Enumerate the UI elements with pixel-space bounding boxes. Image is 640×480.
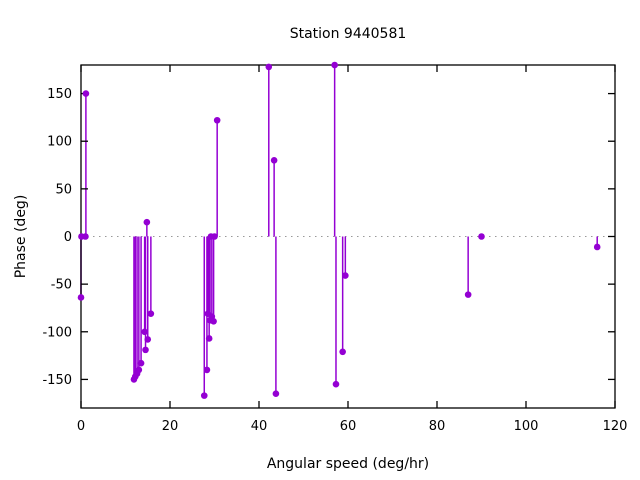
y-tick-label: 100 [47,135,72,150]
data-point [464,291,472,298]
data-point [143,218,151,226]
data-point [144,336,152,343]
data-point [272,390,280,398]
x-tick-label: 60 [340,419,357,434]
x-tick-label: 100 [514,419,539,434]
data-point [331,61,338,69]
chart-title: Station 9440581 [290,26,407,42]
y-tick-label: -100 [42,325,72,340]
data-point [211,233,218,240]
data-point [478,233,485,240]
x-tick-label: 0 [77,419,85,434]
plot-border [80,64,616,409]
y-tick-label: 0 [64,230,72,245]
x-tick-label: 80 [429,419,446,434]
y-tick-label: -50 [51,278,72,293]
data-point [342,272,349,279]
data-point [82,233,89,240]
data-point [82,90,90,97]
data-point [210,317,217,325]
y-tick-label: 150 [47,87,72,102]
y-tick-label: -150 [42,373,72,388]
data-point [147,310,155,317]
data-point [205,335,213,342]
data-point [77,294,85,301]
data-point [135,366,143,374]
data-point [332,380,340,388]
data-point [142,346,149,354]
data-point [141,328,148,336]
x-tick-label: 120 [603,419,628,434]
plot-generated-layer: 0 20 40 60 80 100 120 -150 -100 -50 0 50 100 150 [42,61,628,434]
x-tick-label: 20 [162,419,179,434]
x-axis-label: Angular speed (deg/hr) [267,456,429,472]
data-point [213,116,221,124]
data-point [593,243,601,251]
data-point [339,348,346,356]
data-point [137,359,145,367]
y-tick-label: 50 [55,182,72,197]
x-tick-label: 40 [251,419,268,434]
data-point [200,392,208,399]
data-point [270,156,278,164]
data-point [265,63,273,71]
data-point [203,366,211,374]
y-axis-label: Phase (deg) [13,195,29,279]
